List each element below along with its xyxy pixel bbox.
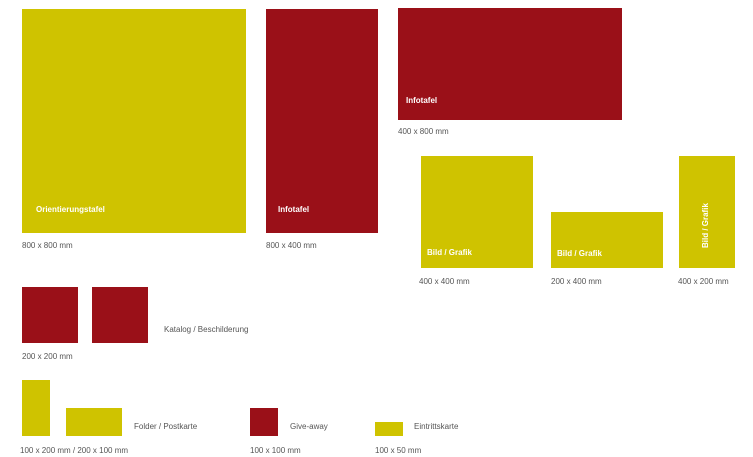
folder-wide-block: [66, 408, 122, 436]
infotafel-wide-block: Infotafel: [398, 8, 622, 120]
folder-size: 100 x 200 mm / 200 x 100 mm: [20, 446, 129, 455]
infotafel-wide-size: 400 x 800 mm: [398, 127, 449, 136]
katalog-block-1: [22, 287, 78, 343]
katalog-size: 200 x 200 mm: [22, 352, 73, 361]
eintrittskarte-size: 100 x 50 mm: [375, 446, 422, 455]
katalog-block-2: [92, 287, 148, 343]
infotafel-tall-label: Infotafel: [278, 205, 310, 214]
giveaway-label: Give-away: [290, 422, 328, 431]
bild-wide-block: Bild / Grafik: [551, 212, 663, 268]
bild-tall-size: 400 x 200 mm: [678, 277, 729, 286]
infotafel-wide-label: Infotafel: [406, 96, 438, 105]
eintrittskarte-block: [375, 422, 403, 436]
katalog-label: Katalog / Beschilderung: [164, 325, 249, 334]
giveaway-block: [250, 408, 278, 436]
bild-wide-label: Bild / Grafik: [557, 249, 602, 258]
bild-square-size: 400 x 400 mm: [419, 277, 470, 286]
bild-square-block: Bild / Grafik: [421, 156, 533, 268]
orientierungstafel-label: Orientierungstafel: [36, 205, 105, 214]
infotafel-tall-block: Infotafel: [266, 9, 378, 233]
orientierungstafel-size: 800 x 800 mm: [22, 241, 73, 250]
bild-tall-block: Bild / Grafik: [679, 156, 735, 268]
bild-tall-label: Bild / Grafik: [701, 203, 710, 248]
bild-wide-size: 200 x 400 mm: [551, 277, 602, 286]
folder-label: Folder / Postkarte: [134, 422, 198, 431]
folder-tall-block: [22, 380, 50, 436]
giveaway-size: 100 x 100 mm: [250, 446, 301, 455]
infotafel-tall-size: 800 x 400 mm: [266, 241, 317, 250]
orientierungstafel-block: Orientierungstafel: [22, 9, 246, 233]
bild-square-label: Bild / Grafik: [427, 248, 472, 257]
eintrittskarte-label: Eintrittskarte: [414, 422, 459, 431]
